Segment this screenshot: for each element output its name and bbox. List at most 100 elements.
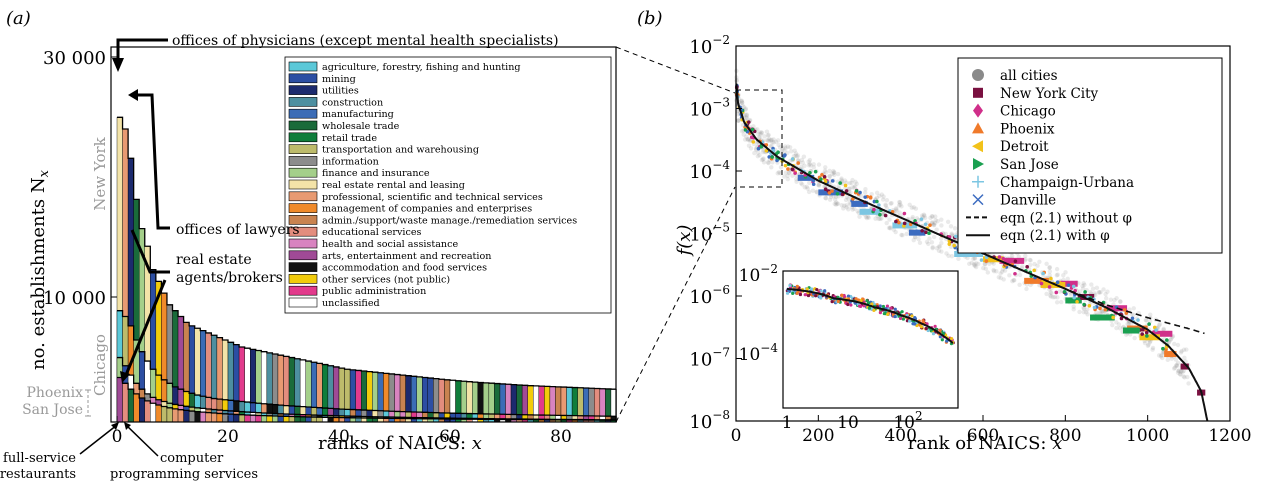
cloud-point [1176, 361, 1180, 365]
city-point [1072, 285, 1076, 289]
city-label-new-york: New York [91, 136, 109, 210]
city-label-chicago: Chicago [91, 334, 109, 396]
cloud-point [777, 170, 781, 174]
cloud-point [893, 230, 897, 234]
legend-label: finance and insurance [322, 168, 430, 179]
city-point [894, 220, 898, 224]
city-point [831, 179, 835, 183]
city-point [1025, 265, 1029, 269]
inset-point [799, 293, 802, 296]
city-step [860, 209, 881, 215]
inset-point [819, 296, 822, 299]
cloud-point [1047, 266, 1051, 270]
y-tick-label: 10−5 [689, 221, 730, 246]
inset-point [846, 303, 849, 306]
x-tick-label: 1000 [1126, 426, 1169, 446]
legend-label: eqn (2.1) with φ [1000, 228, 1110, 244]
cloud-point [840, 203, 844, 207]
inset-point [950, 337, 953, 340]
inset-point [941, 338, 944, 341]
inset-point [840, 294, 843, 297]
city-point [863, 195, 867, 199]
city-point [928, 223, 932, 227]
cloud-point [1001, 277, 1005, 281]
bar [256, 415, 262, 422]
panel-a: (a) 30 000 10 000 0 20 40 60 80 no. establis… [0, 8, 617, 482]
legend-label: Phoenix [1000, 121, 1055, 137]
legend-swatch [289, 263, 317, 272]
cloud-point [885, 221, 889, 225]
cloud-point [850, 185, 854, 189]
inset-x-tick-label: 10 [837, 413, 859, 433]
bar [178, 410, 184, 422]
city-point [1136, 318, 1140, 322]
bar [333, 418, 339, 422]
city-point [884, 214, 888, 218]
cloud-point [1110, 323, 1114, 327]
cloud-point [1144, 318, 1148, 322]
panel-b-inset: 10−2 10−4 1 10 102 [739, 262, 958, 433]
cloud-point [1056, 273, 1060, 277]
cloud-point [833, 202, 837, 206]
bar [239, 415, 245, 422]
legend-label: information [322, 156, 379, 167]
city-point [903, 212, 907, 216]
legend-label: Detroit [1000, 139, 1049, 155]
cloud-point [878, 217, 882, 221]
legend-swatch [289, 298, 317, 307]
bar [245, 415, 251, 422]
legend-swatch [289, 109, 317, 118]
city-point [920, 229, 924, 233]
panel-b-label: (b) [637, 8, 663, 29]
legend-swatch [289, 121, 317, 130]
cloud-point [935, 246, 939, 250]
x-tick-label: 80 [550, 427, 572, 447]
legend-swatch [289, 286, 317, 295]
y-tick-label: 10−6 [689, 283, 730, 308]
cloud-point [776, 138, 780, 142]
zoom-connector-line [616, 47, 735, 93]
cloud-point [803, 185, 807, 189]
city-point [878, 213, 882, 217]
city-point [920, 217, 924, 221]
cloud-point [881, 197, 885, 201]
inset-point [796, 285, 799, 288]
cloud-point [1085, 312, 1089, 316]
annotation-full-service: full-service [3, 451, 76, 466]
city-point [824, 187, 828, 191]
bar [150, 403, 156, 422]
city-point [828, 191, 832, 195]
cloud-point [1023, 254, 1027, 258]
cloud-point [949, 224, 953, 228]
bar [228, 414, 234, 422]
panel-a-y-axis-label: no. establishments Nx [28, 169, 52, 370]
cloud-point [863, 190, 867, 194]
legend-label: mining [322, 74, 356, 85]
city-point [1088, 304, 1092, 308]
city-point [1098, 307, 1102, 311]
cloud-point [889, 201, 893, 205]
legend-label: health and social assistance [322, 239, 458, 250]
cloud-point [956, 257, 960, 261]
cloud-point [827, 169, 831, 173]
annotation-arrow [126, 425, 158, 456]
bar [200, 412, 206, 422]
y-tick-label: 10−3 [689, 96, 730, 121]
city-label-san-jose: San Jose [22, 402, 83, 418]
legend-label: admin./support/waste manage./remediation… [322, 215, 577, 226]
cloud-point [1055, 300, 1059, 304]
legend-swatch [289, 251, 317, 260]
cloud-point [823, 169, 827, 173]
legend-swatch [289, 192, 317, 201]
annotation-physicians: offices of physicians (except mental hea… [172, 33, 559, 49]
bar [295, 417, 301, 422]
inset-point [899, 317, 902, 320]
inset-y-tick-label: 10−4 [739, 341, 779, 365]
cloud-point [1157, 353, 1161, 357]
cloud-point [1097, 290, 1101, 294]
annotation-arrowhead [112, 58, 124, 72]
cloud-point [1132, 336, 1136, 340]
city-point [985, 259, 989, 263]
city-point [1054, 291, 1058, 295]
panel-a-x-axis-label: ranks of NAICS: x [318, 433, 482, 454]
